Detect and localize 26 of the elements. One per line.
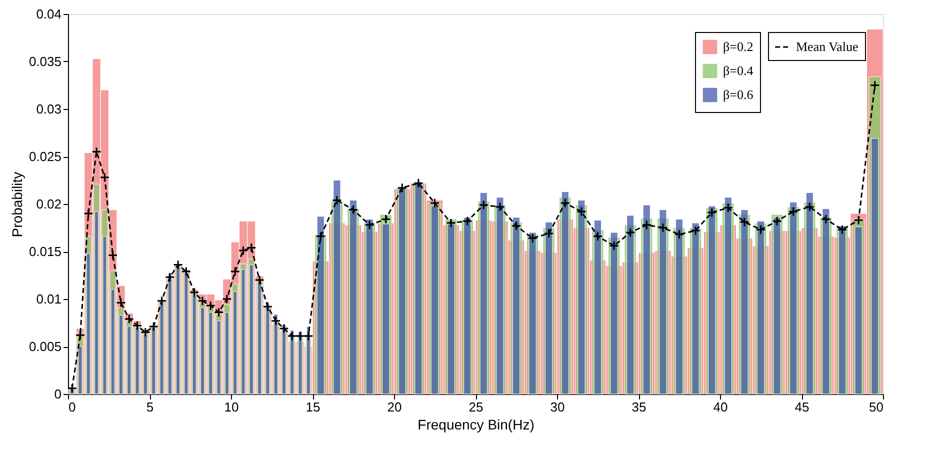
legend-label: Mean Value: [796, 39, 858, 54]
legend-label: β=0.6: [723, 87, 754, 102]
y-tick-label: 0.03: [36, 102, 62, 116]
legend-label: β=0.4: [723, 63, 754, 78]
y-axis-title: Probability: [8, 172, 25, 238]
legend-label: β=0.2: [723, 39, 754, 54]
y-tick-label: 0: [54, 386, 62, 402]
y-tick-label: 0.005: [28, 339, 62, 354]
y-tick-label: 0.025: [28, 149, 62, 164]
x-tick-label: 25: [468, 400, 484, 414]
x-tick-label: 15: [306, 400, 320, 414]
x-tick-label: 5: [146, 400, 154, 414]
y-tick-label: 0.035: [28, 54, 62, 69]
x-tick-label: 45: [794, 400, 810, 414]
x-tick-label: 50: [869, 400, 884, 414]
x-tick-label: 40: [713, 400, 728, 414]
y-tick-label: 0.015: [28, 244, 62, 259]
x-tick-label: 10: [224, 400, 239, 414]
x-tick-label: 20: [387, 400, 402, 414]
x-tick-label: 0: [68, 400, 76, 414]
y-tick-label: 0.02: [36, 196, 62, 212]
x-axis-title: Frequency Bin(Hz): [418, 416, 534, 432]
y-tick-label: 0.01: [36, 292, 62, 306]
y-tick-label: 0.04: [36, 6, 62, 22]
x-tick-label: 30: [550, 400, 565, 414]
x-tick-label: 35: [632, 400, 646, 414]
